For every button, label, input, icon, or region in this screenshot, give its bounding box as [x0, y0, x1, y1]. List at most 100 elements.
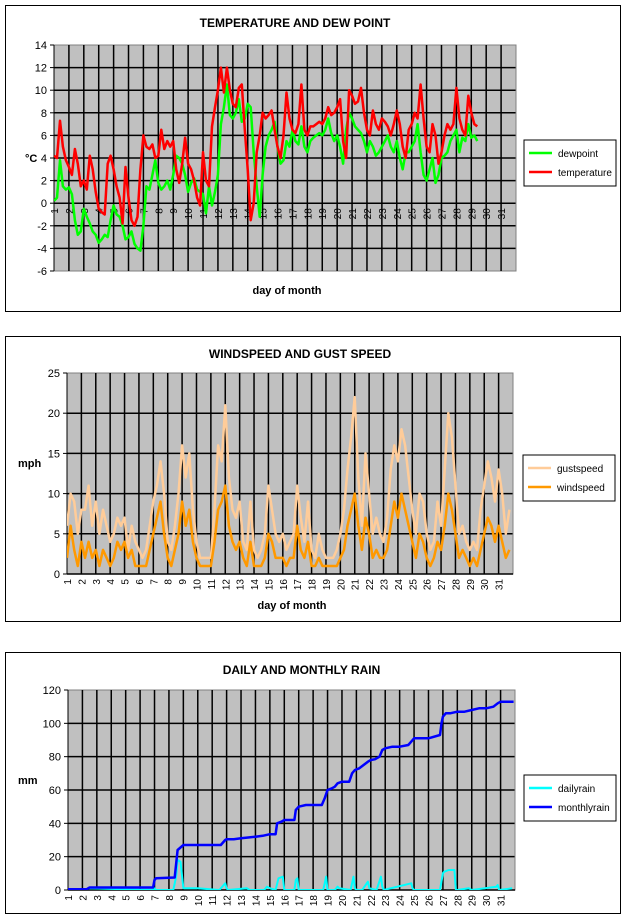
series-line-gustspeed: [67, 395, 511, 560]
y-tick-label: 0: [55, 885, 61, 897]
y-tick-label: -2: [37, 221, 47, 233]
x-tick-label: 24: [396, 895, 407, 907]
x-tick-label: 20: [333, 208, 344, 220]
y-tick-label: 120: [43, 685, 61, 697]
x-tick-label: 10: [184, 208, 195, 220]
y-tick-label: 25: [48, 368, 60, 380]
x-tick-label: 6: [136, 895, 147, 901]
x-tick-label: 17: [288, 208, 299, 220]
x-tick-label: 11: [207, 579, 218, 590]
x-tick-label: 21: [351, 579, 362, 591]
x-tick-label: 31: [497, 895, 508, 907]
x-tick-label: 19: [318, 208, 329, 220]
x-axis-label: day of month: [257, 600, 326, 612]
chart-title: TEMPERATURE AND DEW POINT: [200, 16, 391, 30]
x-tick-label: 29: [466, 579, 477, 591]
x-tick-label: 26: [424, 895, 435, 907]
legend: gustspeed windspeed: [522, 454, 616, 502]
x-tick-label: 19: [324, 895, 335, 907]
x-tick-label: 22: [363, 208, 374, 220]
x-tick-label: 30: [482, 208, 493, 220]
x-tick-label: 14: [251, 895, 262, 907]
x-tick-label: 27: [437, 208, 448, 220]
x-axis-label: day of month: [252, 285, 321, 297]
y-tick-label: 100: [43, 718, 61, 730]
legend: dailyrain monthlyrain: [523, 774, 617, 822]
x-tick-label: 8: [164, 579, 175, 585]
x-tick-label: 16: [279, 579, 290, 591]
x-tick-label: 23: [380, 579, 391, 591]
y-tick-label: 0: [54, 569, 60, 581]
x-tick-label: 23: [378, 208, 389, 220]
x-tick-label: 26: [423, 208, 434, 220]
x-tick-label: 3: [93, 895, 104, 901]
legend-label-dewpoint: dewpoint: [558, 149, 598, 160]
x-tick-label: 13: [229, 208, 240, 220]
x-tick-label: 4: [107, 895, 118, 901]
y-tick-label: 4: [41, 153, 47, 165]
temperature-chart-frame: TEMPERATURE AND DEW POINT -6 -4 -2 0 2 4 6 8 10 12…: [5, 5, 621, 312]
y-tick-label: 10: [48, 489, 60, 501]
x-tick-label: 28: [452, 208, 463, 220]
x-tick-label: 19: [322, 579, 333, 591]
legend-label-windspeed: windspeed: [556, 483, 605, 494]
rain-chart-frame: DAILY AND MONTHLY RAIN 0 20 40 60 80 100 120 1 2 3…: [5, 652, 621, 914]
x-tick-label: 27: [439, 895, 450, 907]
x-tick-label: 26: [423, 579, 434, 591]
x-tick-label: 25: [408, 208, 419, 220]
x-tick-label: 27: [437, 579, 448, 591]
y-tick-label: 5: [54, 529, 60, 541]
series-line-temperature: [54, 66, 479, 228]
x-tick-label: 28: [451, 579, 462, 591]
x-tick-label: 20: [336, 579, 347, 591]
y-tick-label: 6: [41, 130, 47, 142]
x-tick-label: 7: [149, 579, 160, 585]
legend-box: [523, 139, 617, 187]
x-tick-label: 11: [199, 208, 210, 219]
x-tick-label: 22: [367, 895, 378, 907]
y-tick-label: 60: [49, 785, 61, 797]
x-tick-label: 13: [237, 895, 248, 907]
x-tick-label: 8: [165, 895, 176, 901]
y-tick-label: 2: [41, 176, 47, 188]
x-tick-label: 5: [122, 895, 133, 901]
y-tick-label: -4: [37, 243, 47, 255]
legend-label-gustspeed: gustspeed: [557, 464, 603, 475]
x-tick-label: 9: [178, 579, 189, 585]
x-tick-label: 14: [250, 579, 261, 591]
y-axis-label: °C: [25, 153, 37, 165]
x-tick-label: 21: [348, 208, 359, 220]
x-tick-label: 9: [179, 895, 190, 901]
y-tick-label: 40: [49, 818, 61, 830]
x-tick-label: 6: [135, 579, 146, 585]
series-line-dailyrain: [68, 859, 513, 890]
y-tick-label: -6: [37, 266, 47, 278]
y-tick-label: 12: [35, 63, 47, 75]
x-tick-label: 15: [259, 208, 270, 220]
x-tick-label: 22: [365, 579, 376, 591]
x-tick-label: 31: [495, 579, 506, 591]
x-tick-label: 2: [65, 208, 76, 214]
x-tick-label: 29: [468, 895, 479, 907]
x-tick-label: 11: [208, 895, 219, 906]
x-tick-label: 1: [50, 208, 61, 214]
y-tick-label: 8: [41, 108, 47, 120]
y-tick-label: 80: [49, 752, 61, 764]
x-tick-label: 13: [236, 579, 247, 591]
x-tick-label: 1: [64, 895, 75, 901]
x-tick-label: 4: [106, 579, 117, 585]
x-tick-label: 15: [264, 579, 275, 591]
x-tick-label: 23: [381, 895, 392, 907]
x-tick-label: 1: [63, 579, 74, 585]
x-tick-label: 9: [169, 208, 180, 214]
x-tick-label: 10: [192, 579, 203, 591]
y-axis-label: mm: [18, 775, 38, 787]
x-tick-label: 30: [482, 895, 493, 907]
x-tick-label: 8: [154, 208, 165, 214]
y-axis-label: mph: [18, 458, 42, 470]
x-tick-label: 15: [266, 895, 277, 907]
legend-label-dailyrain: dailyrain: [558, 784, 595, 795]
x-tick-label: 5: [121, 579, 132, 585]
x-tick-label: 17: [295, 895, 306, 907]
